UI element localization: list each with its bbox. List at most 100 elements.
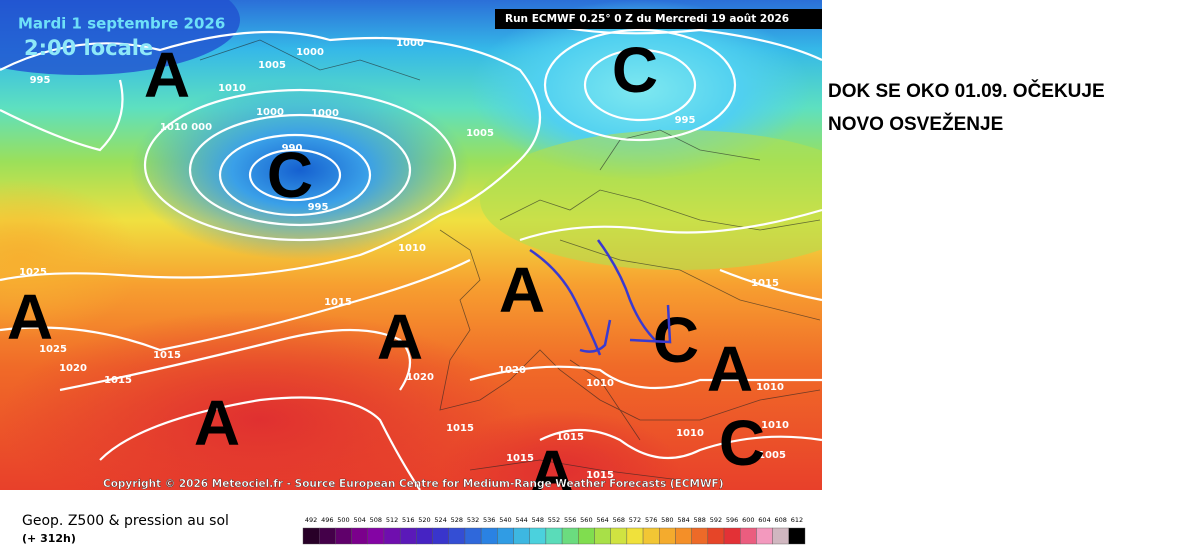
pressure-system: A (194, 387, 240, 459)
colorbar-label: 520 (418, 516, 430, 524)
colorbar-label: 556 (564, 516, 576, 524)
isobar-label: 1010 (676, 428, 704, 439)
isobar-label: 1000 (256, 107, 284, 118)
colorbar-label: 552 (548, 516, 560, 524)
colorbar-cell (756, 527, 773, 545)
map-date: Mardi 1 septembre 2026 (18, 15, 225, 33)
colorbar-label: 524 (434, 516, 446, 524)
colorbar-cell (610, 527, 628, 545)
isobar-label: 1015 (104, 375, 132, 386)
footer-title: Geop. Z500 & pression au sol (22, 513, 229, 529)
isobar-label: 995 (30, 75, 51, 86)
colorbar-cell (367, 527, 385, 545)
isobar-label: 1010 (586, 378, 614, 389)
colorbar-cell (723, 527, 741, 545)
colorbar-label: 572 (629, 516, 641, 524)
isobar-label: 1000 (296, 47, 324, 58)
colorbar-label: 612 (791, 516, 803, 524)
colorbar-label: 564 (596, 516, 608, 524)
colorbar-label: 600 (742, 516, 754, 524)
colorbar: 492 496 500 504 508 512 516 520 524 528 532 536 540 5… (302, 516, 806, 545)
colorbar-cell (578, 527, 595, 545)
colorbar-label: 500 (337, 516, 349, 524)
isobar-label: 1025 (39, 344, 67, 355)
colorbar-cell (432, 527, 449, 545)
colorbar-cell (464, 527, 482, 545)
colorbar-cell (529, 527, 547, 545)
colorbar-cell (772, 527, 790, 545)
isobar-label: 1010 (398, 243, 426, 254)
colorbar-label: 608 (774, 516, 786, 524)
footer-lead: (+ 312h) (22, 532, 76, 545)
colorbar-label: 492 (305, 516, 317, 524)
colorbar-label: 548 (532, 516, 544, 524)
isobar-label: 1005 (758, 450, 786, 461)
low-area (0, 0, 240, 75)
isobar-label: 1005 (258, 60, 286, 71)
pressure-system: A (707, 333, 753, 405)
pressure-system: C (653, 304, 699, 376)
colorbar-label: 528 (451, 516, 463, 524)
hand-drawn-arrows (529, 239, 672, 356)
isobar-label: 1010 (756, 382, 784, 393)
colorbar-cell (335, 527, 352, 545)
isobar-label: 1000 (311, 108, 339, 119)
isobar-label: 1020 (406, 372, 434, 383)
warm-area (0, 180, 140, 340)
colorbar-label: 584 (677, 516, 689, 524)
colorbar-cell (626, 527, 644, 545)
colorbar-cell (675, 527, 692, 545)
annotation: NOVO OSVEŽENJE (828, 113, 1003, 135)
colorbar-label: 504 (353, 516, 365, 524)
colorbar-cell (642, 527, 660, 545)
isobar-label: 1015 (556, 432, 584, 443)
colorbar-label: 508 (370, 516, 382, 524)
pressure-system: A (144, 39, 190, 111)
isobar-label: 1020 (59, 363, 87, 374)
isobar-lines (0, 18, 822, 490)
pressure-system: C (612, 34, 658, 106)
isobar-label: 1015 (586, 470, 614, 481)
pressure-system: A (499, 254, 545, 326)
map-time: 2:00 locale (24, 36, 153, 60)
colorbar-cell (545, 527, 563, 545)
colorbar-cell (383, 527, 401, 545)
isobar-label: 1010 000 (160, 122, 212, 133)
colorbar-label: 592 (710, 516, 722, 524)
copyright: Copyright © 2026 Meteociel.fr - Source E… (103, 478, 724, 490)
colorbar-label: 512 (386, 516, 398, 524)
colorbar-cell (691, 527, 709, 545)
isobar-label: 990 (282, 143, 303, 154)
isobar-label: 995 (308, 202, 329, 213)
colorbar-cell (480, 527, 498, 545)
run-info: Run ECMWF 0.25° 0 Z du Mercredi 19 août … (505, 13, 789, 25)
pressure-system: C (267, 139, 313, 211)
colorbar-cell (594, 527, 611, 545)
isobar-label: 1015 (446, 423, 474, 434)
colorbar-label: 580 (661, 516, 673, 524)
colorbar-cell (416, 527, 433, 545)
colorbar-label: 596 (726, 516, 738, 524)
pressure-system: A (7, 281, 53, 353)
colorbar-cell (659, 527, 676, 545)
isobar-label: 995 (675, 115, 696, 126)
pressure-system: A (377, 301, 423, 373)
isobar-label: 1025 (19, 267, 47, 278)
isobar-label: 1005 (466, 128, 494, 139)
annotation: DOK SE OKO 01.09. OČEKUJE (828, 80, 1105, 102)
colorbar-label: 540 (499, 516, 511, 524)
colorbar-cell (497, 527, 514, 545)
colorbar-label: 536 (483, 516, 495, 524)
isobar-label: 1010 (761, 420, 789, 431)
colorbar-label: 532 (467, 516, 479, 524)
isobar-label: 1015 (751, 278, 779, 289)
colorbar-cell (399, 527, 417, 545)
colorbar-cell (351, 527, 368, 545)
colorbar-cell (561, 527, 579, 545)
run-banner (495, 9, 822, 29)
mid-area (480, 130, 822, 270)
colorbar-label: 576 (645, 516, 657, 524)
isobar-label: 1000 (396, 38, 424, 49)
isobar-label: 1010 (218, 83, 246, 94)
